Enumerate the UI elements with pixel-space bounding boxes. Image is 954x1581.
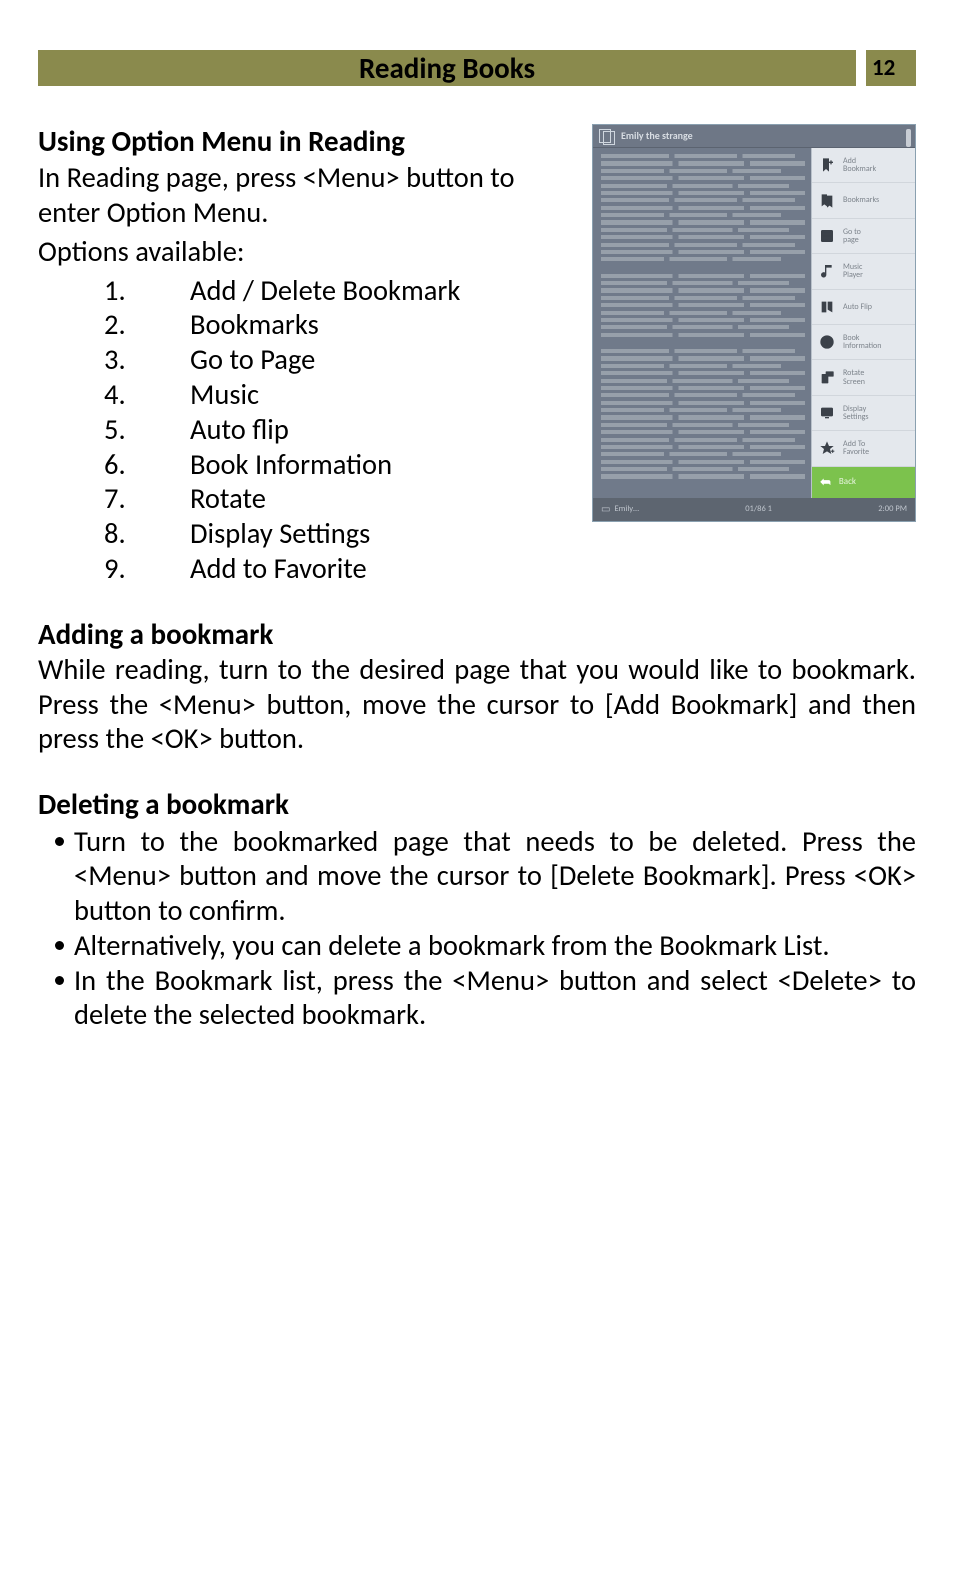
page: Reading Books 12 Emily the strange [0, 0, 954, 1581]
list-num: 8. [104, 517, 190, 552]
menu-item-favorite[interactable]: Add ToFavorite [812, 431, 915, 466]
list-label: Add to Favorite [190, 552, 916, 587]
device-body: AddBookmark Bookmarks Go topage MusicPla… [593, 148, 915, 498]
rotate-icon [818, 369, 836, 387]
back-label: Back [839, 477, 856, 488]
device-book-title: Emily the strange [621, 130, 693, 142]
menu-label: BookInformation [843, 334, 881, 351]
list-num: 9. [104, 552, 190, 587]
menu-item-goto-page[interactable]: Go topage [812, 219, 915, 254]
list-item: 8.Display Settings [38, 517, 578, 552]
add-bookmark-body: While reading, turn to the desired page … [38, 653, 916, 757]
device-page-text [593, 148, 811, 498]
list-label: Rotate [190, 482, 578, 517]
list-num: 7. [104, 482, 190, 517]
section-heading-add-bookmark: Adding a bookmark [38, 617, 916, 652]
info-icon [818, 333, 836, 351]
menu-item-autoflip[interactable]: Auto Flip [812, 290, 915, 325]
menu-item-display[interactable]: DisplaySettings [812, 396, 915, 431]
list-item: 3.Go to Page [38, 343, 578, 378]
device-titlebar: Emily the strange [593, 125, 915, 148]
favorite-icon [818, 439, 836, 457]
header-gap [856, 50, 866, 86]
list-item: 6.Book Information [38, 448, 578, 483]
goto-page-icon [818, 227, 836, 245]
list-label: Auto flip [190, 413, 578, 448]
menu-label: Auto Flip [843, 303, 872, 311]
footer-center-text: 01/86 1 [745, 504, 772, 514]
back-arrow-icon: ➦ [820, 475, 831, 491]
menu-label: RotateScreen [843, 369, 865, 386]
list-item: 1.Add / Delete Bookmark [38, 274, 578, 309]
bullet-item: Turn to the bookmarked page that needs t… [38, 825, 916, 929]
autoflip-icon [818, 298, 836, 316]
scrollbar-thumb [906, 129, 911, 147]
display-icon [818, 404, 836, 422]
list-num: 1. [104, 274, 190, 309]
device-footer: ▭ Emily… 01/86 1 2:00 PM [593, 498, 915, 520]
book-icon: ▭ [601, 503, 610, 515]
device-option-menu: AddBookmark Bookmarks Go topage MusicPla… [811, 148, 915, 498]
menu-item-add-bookmark[interactable]: AddBookmark [812, 148, 915, 183]
menu-label: DisplaySettings [843, 405, 869, 422]
list-item: 9.Add to Favorite [38, 552, 916, 587]
section-heading-delete-bookmark: Deleting a bookmark [38, 787, 916, 822]
menu-item-info[interactable]: BookInformation [812, 325, 915, 360]
list-num: 2. [104, 308, 190, 343]
menu-item-back[interactable]: ➦ Back [812, 467, 915, 499]
list-label: Bookmarks [190, 308, 578, 343]
music-icon [818, 262, 836, 280]
list-num: 3. [104, 343, 190, 378]
menu-label: Bookmarks [843, 196, 879, 204]
menu-label: MusicPlayer [843, 263, 863, 280]
header-title: Reading Books [38, 50, 856, 86]
list-label: Go to Page [190, 343, 578, 378]
body: Emily the strange [38, 124, 916, 1033]
menu-item-music[interactable]: MusicPlayer [812, 254, 915, 289]
pages-icon [599, 129, 615, 143]
header-bar: Reading Books 12 [38, 50, 916, 86]
bookmarks-icon [818, 192, 836, 210]
footer-right-text: 2:00 PM [878, 504, 907, 514]
menu-item-bookmarks[interactable]: Bookmarks [812, 183, 915, 218]
list-item: 5.Auto flip [38, 413, 578, 448]
list-num: 4. [104, 378, 190, 413]
menu-item-rotate[interactable]: RotateScreen [812, 360, 915, 395]
list-label: Book Information [190, 448, 578, 483]
list-item: 2.Bookmarks [38, 308, 578, 343]
delete-bookmark-bullets: Turn to the bookmarked page that needs t… [38, 825, 916, 1034]
list-num: 5. [104, 413, 190, 448]
bullet-item: In the Bookmark list, press the <Menu> b… [38, 964, 916, 1034]
list-label: Display Settings [190, 517, 578, 552]
list-label: Add / Delete Bookmark [190, 274, 578, 309]
section-add-bookmark: Adding a bookmark While reading, turn to… [38, 617, 916, 758]
header-page-number: 12 [866, 50, 916, 86]
list-label: Music [190, 378, 578, 413]
bookmark-add-icon [818, 156, 836, 174]
menu-label: Go topage [843, 228, 861, 245]
menu-label: AddBookmark [843, 157, 876, 174]
footer-left-text: Emily… [614, 504, 639, 514]
list-num: 6. [104, 448, 190, 483]
menu-label: Add ToFavorite [843, 440, 869, 457]
bullet-item: Alternatively, you can delete a bookmark… [38, 929, 916, 964]
list-item: 4.Music [38, 378, 578, 413]
section-delete-bookmark: Deleting a bookmark Turn to the bookmark… [38, 787, 916, 1033]
device-screenshot: Emily the strange [592, 124, 916, 522]
list-item: 7.Rotate [38, 482, 578, 517]
